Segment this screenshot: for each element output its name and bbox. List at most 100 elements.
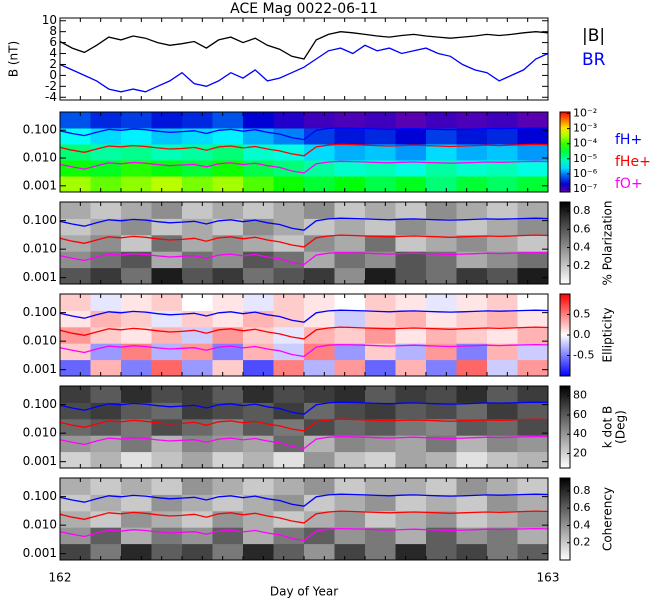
heat-cell (243, 435, 274, 453)
heat-cell (517, 494, 549, 512)
heat-cell (456, 310, 488, 328)
heat-cell (456, 234, 488, 252)
heat-cell (243, 294, 274, 311)
heat-cell (426, 202, 457, 219)
heat-cell (121, 494, 152, 512)
heat-cell (60, 202, 91, 219)
heat-cell (334, 494, 366, 512)
heat-cell (426, 451, 457, 469)
heat-cell (426, 326, 457, 344)
heat-cell (456, 112, 488, 129)
heat-cell (60, 144, 91, 161)
heat-cell (334, 510, 366, 528)
heat-cell (517, 543, 549, 561)
heat-cell (334, 267, 366, 285)
heat-cell (304, 251, 335, 269)
heat-cell (212, 478, 244, 495)
heat-cell (395, 418, 427, 436)
heat-cell (395, 543, 427, 561)
heat-cell (182, 160, 213, 177)
heat-cell (456, 144, 488, 161)
heat-cell (90, 267, 122, 285)
heat-cell (365, 144, 396, 161)
heat-cell (212, 326, 244, 344)
heat-cell (304, 310, 335, 328)
heat-cell (121, 478, 152, 495)
heat-cell (121, 543, 152, 561)
heat-cell (487, 435, 518, 453)
heat-cell (304, 176, 335, 193)
heat-cell (121, 386, 152, 403)
heat-cell (212, 310, 244, 328)
heat-cell (273, 543, 305, 561)
heat-cell (182, 510, 213, 528)
cbar-tick-label: 10⁻⁴ (573, 137, 598, 150)
heat-cell (517, 310, 549, 328)
x-label: Day of Year (270, 585, 338, 599)
y-tick-label: 0.100 (23, 305, 57, 319)
heat-cell (456, 543, 488, 561)
heat-cell (212, 202, 244, 219)
cbar-tick-label: 10⁻² (573, 107, 597, 120)
heat-cell (456, 386, 488, 403)
heat-cell (426, 267, 457, 285)
heat-cell (273, 251, 305, 269)
heat-cell (304, 160, 335, 177)
heat-cell (304, 543, 335, 561)
heat-cell (456, 128, 488, 145)
heat-cell (304, 386, 335, 403)
y-tick-label: 0.001 (23, 454, 57, 468)
cbar-tick-label: 0.4 (573, 518, 591, 531)
heat-cell (243, 527, 274, 545)
heat-cell (273, 386, 305, 403)
heat-cell (395, 251, 427, 269)
heat-cell (182, 543, 213, 561)
heat-cell (60, 234, 91, 252)
heat-cell (517, 160, 549, 177)
heat-cell (60, 112, 91, 129)
heat-cell (182, 176, 213, 193)
heat-cell (365, 326, 396, 344)
heat-cell (487, 234, 518, 252)
heat-cell (304, 294, 335, 311)
heat-cell (60, 160, 91, 177)
heat-cell (243, 144, 274, 161)
heat-cell (121, 435, 152, 453)
heat-cell (334, 451, 366, 469)
heat-cell (517, 435, 549, 453)
heat-cell (273, 176, 305, 193)
series-line (60, 435, 548, 450)
heat-cell (334, 251, 366, 269)
heat-cell (151, 176, 183, 193)
heat-cell (517, 202, 549, 219)
heat-cell (426, 386, 457, 403)
heat-cell (212, 112, 244, 129)
heat-cell (487, 202, 518, 219)
y-tick-label: 0.001 (23, 178, 57, 192)
y-tick-label: 0.001 (23, 270, 57, 284)
colorbar (559, 385, 571, 469)
heat-cell (60, 251, 91, 269)
heat-cell (426, 343, 457, 361)
heat-cell (426, 510, 457, 528)
y-tick-label: 0.010 (23, 518, 57, 532)
heat-cell (395, 234, 427, 252)
heat-cell (212, 128, 244, 145)
cbar-label: k dot B (601, 406, 615, 448)
heat-cell (273, 234, 305, 252)
heat-cell (334, 128, 366, 145)
cbar-tick-label: 0.6 (573, 501, 591, 514)
heat-cell (517, 218, 549, 236)
heat-cell (456, 326, 488, 344)
heat-cell (426, 176, 457, 193)
heat-cell (212, 267, 244, 285)
heat-cell (151, 451, 183, 469)
cbar-tick-label: 0.8 (573, 204, 591, 217)
heat-cell (60, 326, 91, 344)
cbar-label: Coherency (601, 487, 615, 551)
heat-cell (456, 418, 488, 436)
heat-cell (121, 326, 152, 344)
heat-cell (487, 543, 518, 561)
heat-cell (365, 343, 396, 361)
